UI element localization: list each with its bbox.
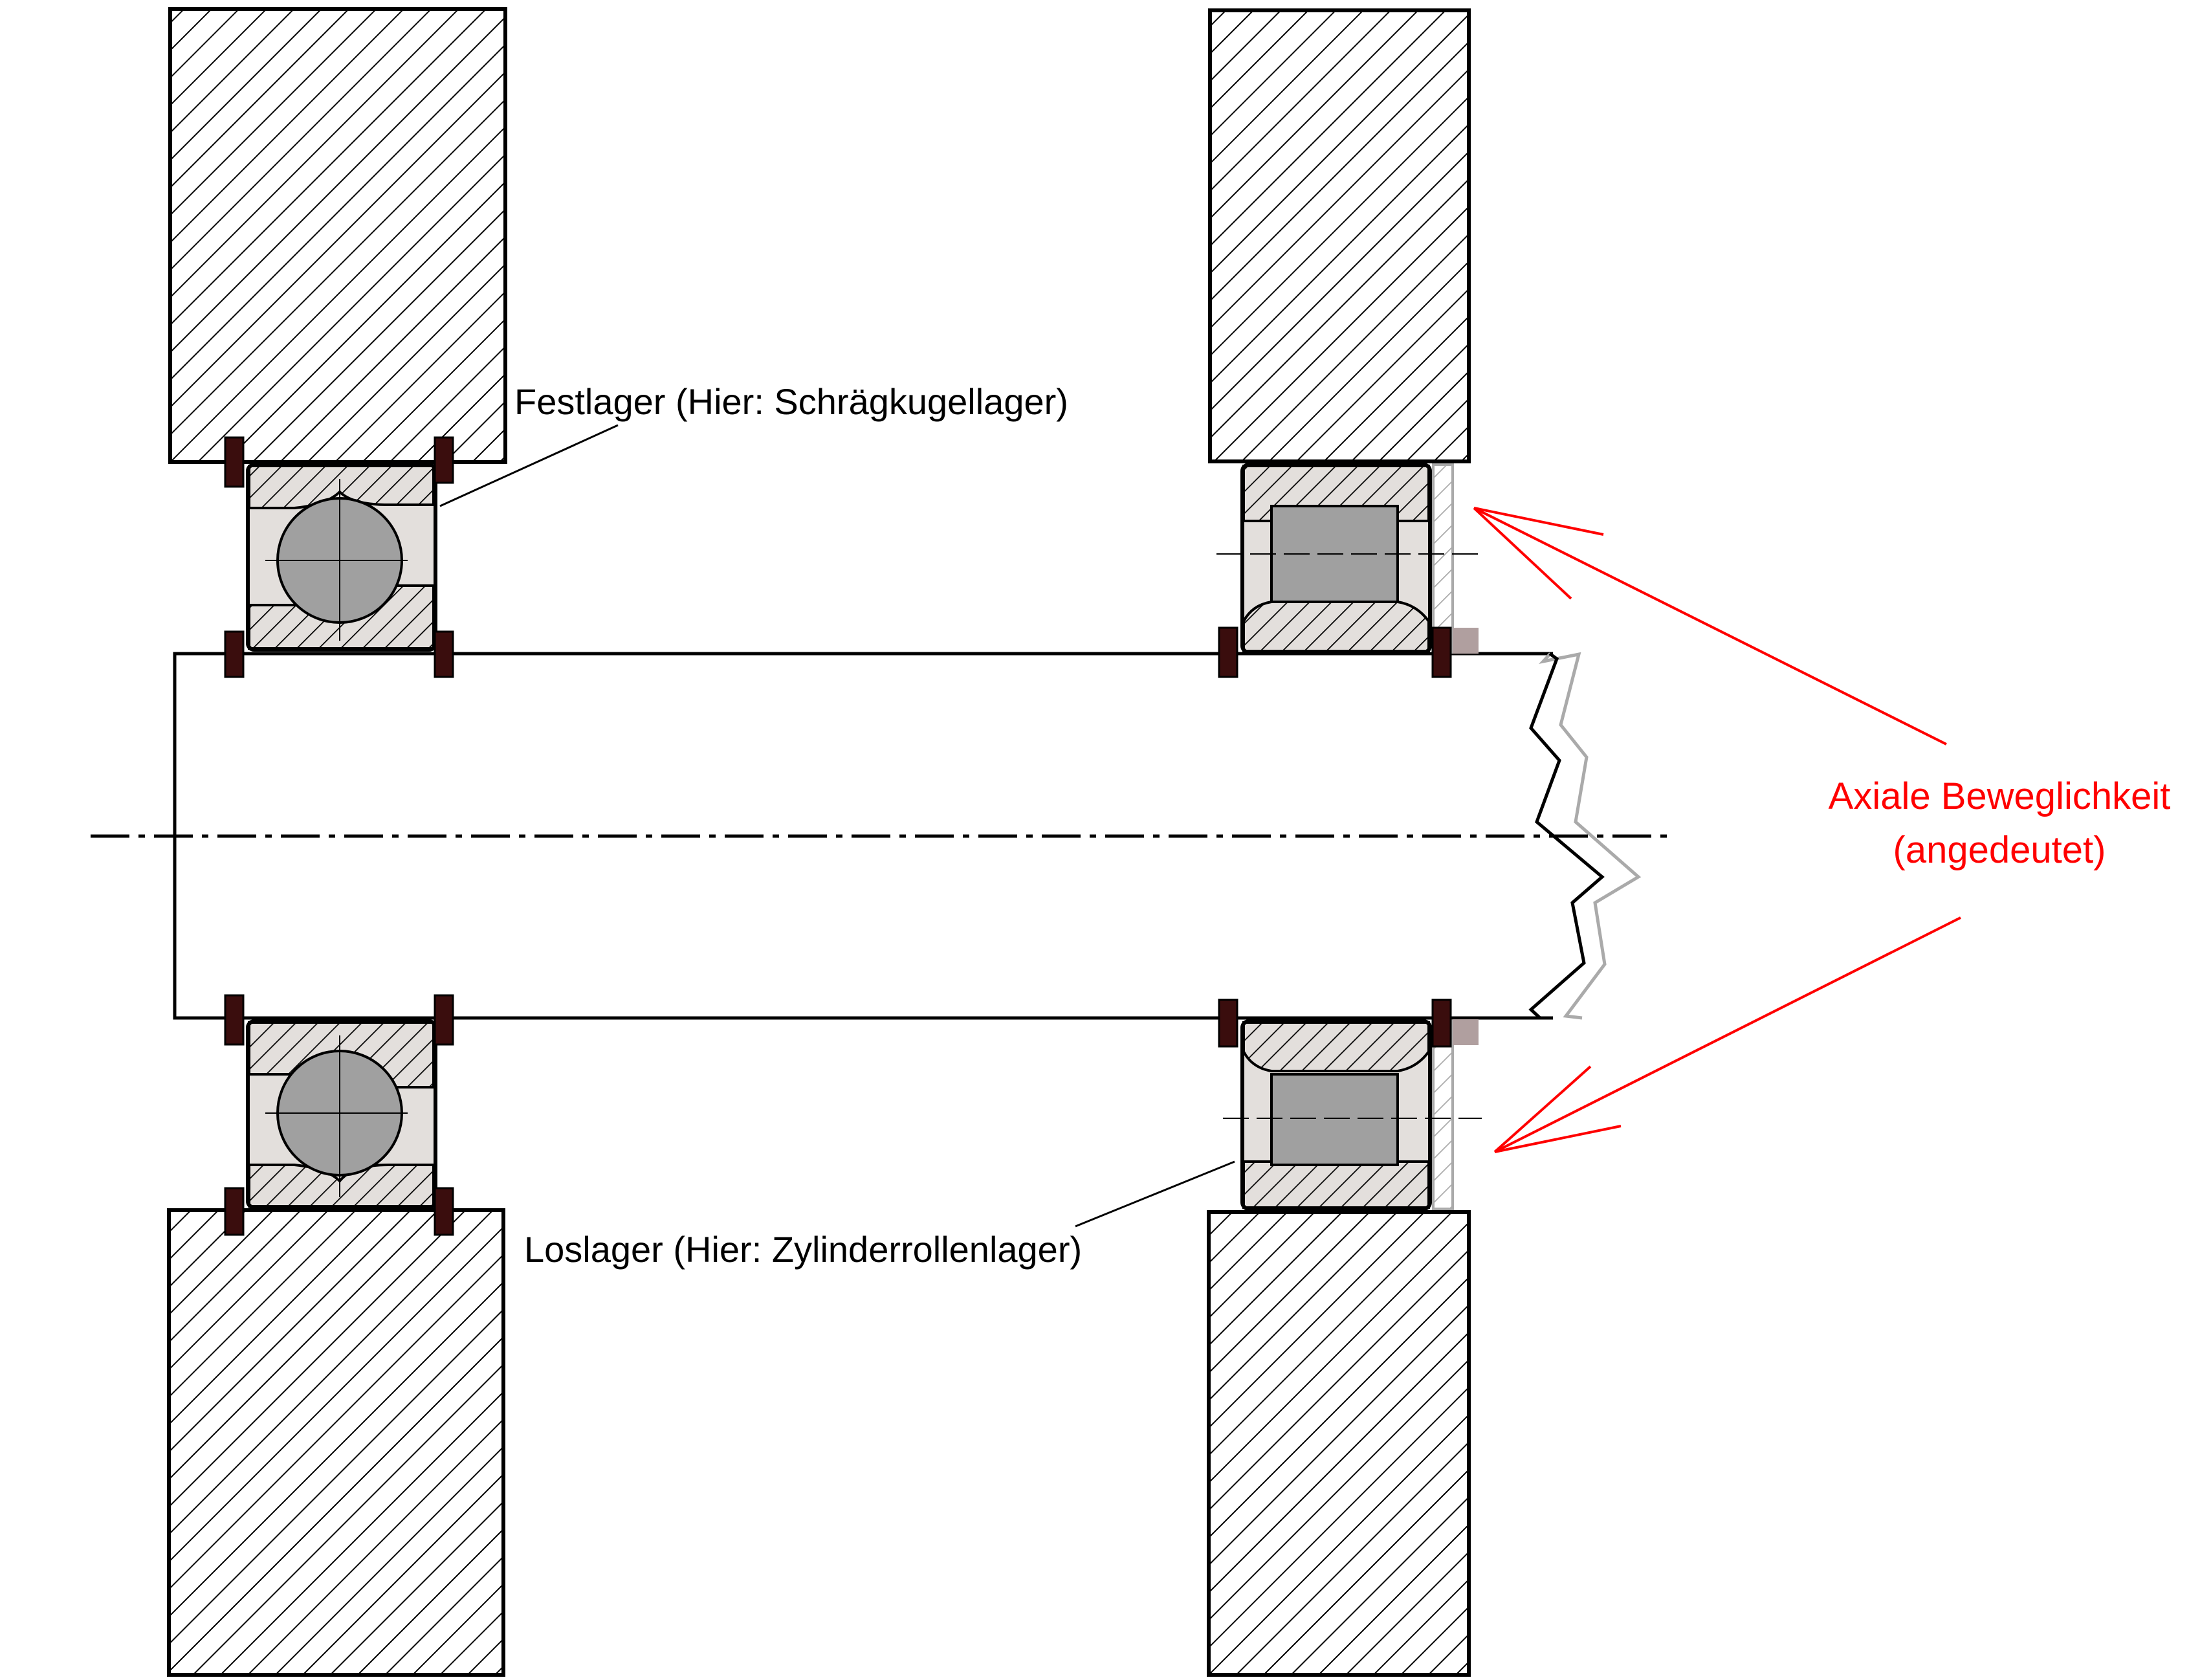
- floating-bearing-bottom: [1223, 1019, 1482, 1211]
- roller: [1270, 1073, 1399, 1166]
- axial-mobility-label: Axiale Beweglichkeit: [1829, 775, 2171, 817]
- housing-top-left: [168, 7, 507, 464]
- axial-mobility-sublabel: (angedeutet): [1893, 829, 2106, 871]
- housing-top-right: [1208, 8, 1471, 463]
- housing-bottom-left: [167, 1208, 505, 1677]
- axial-movement-arrows: [1473, 507, 1961, 1153]
- fixed-bearing-bottom: [246, 1019, 437, 1210]
- fixed-bearing-top: [246, 463, 437, 652]
- circlips: [224, 436, 1452, 1236]
- shaft-break-line: [1528, 652, 1605, 1020]
- housing-bottom-right: [1207, 1210, 1471, 1677]
- floating-bearing-ghost: [1432, 463, 1479, 1210]
- leader-line-floating-bearing: [1075, 1160, 1235, 1228]
- leader-line-fixed-bearing: [439, 424, 619, 507]
- shaft-break-line-ghost: [1538, 652, 1642, 1020]
- floating-bearing-top: [1216, 463, 1482, 654]
- floating-bearing-label: Loslager (Hier: Zylinderrollenlager): [524, 1229, 1082, 1270]
- fixed-bearing-label: Festlager (Hier: Schrägkugellager): [514, 381, 1068, 422]
